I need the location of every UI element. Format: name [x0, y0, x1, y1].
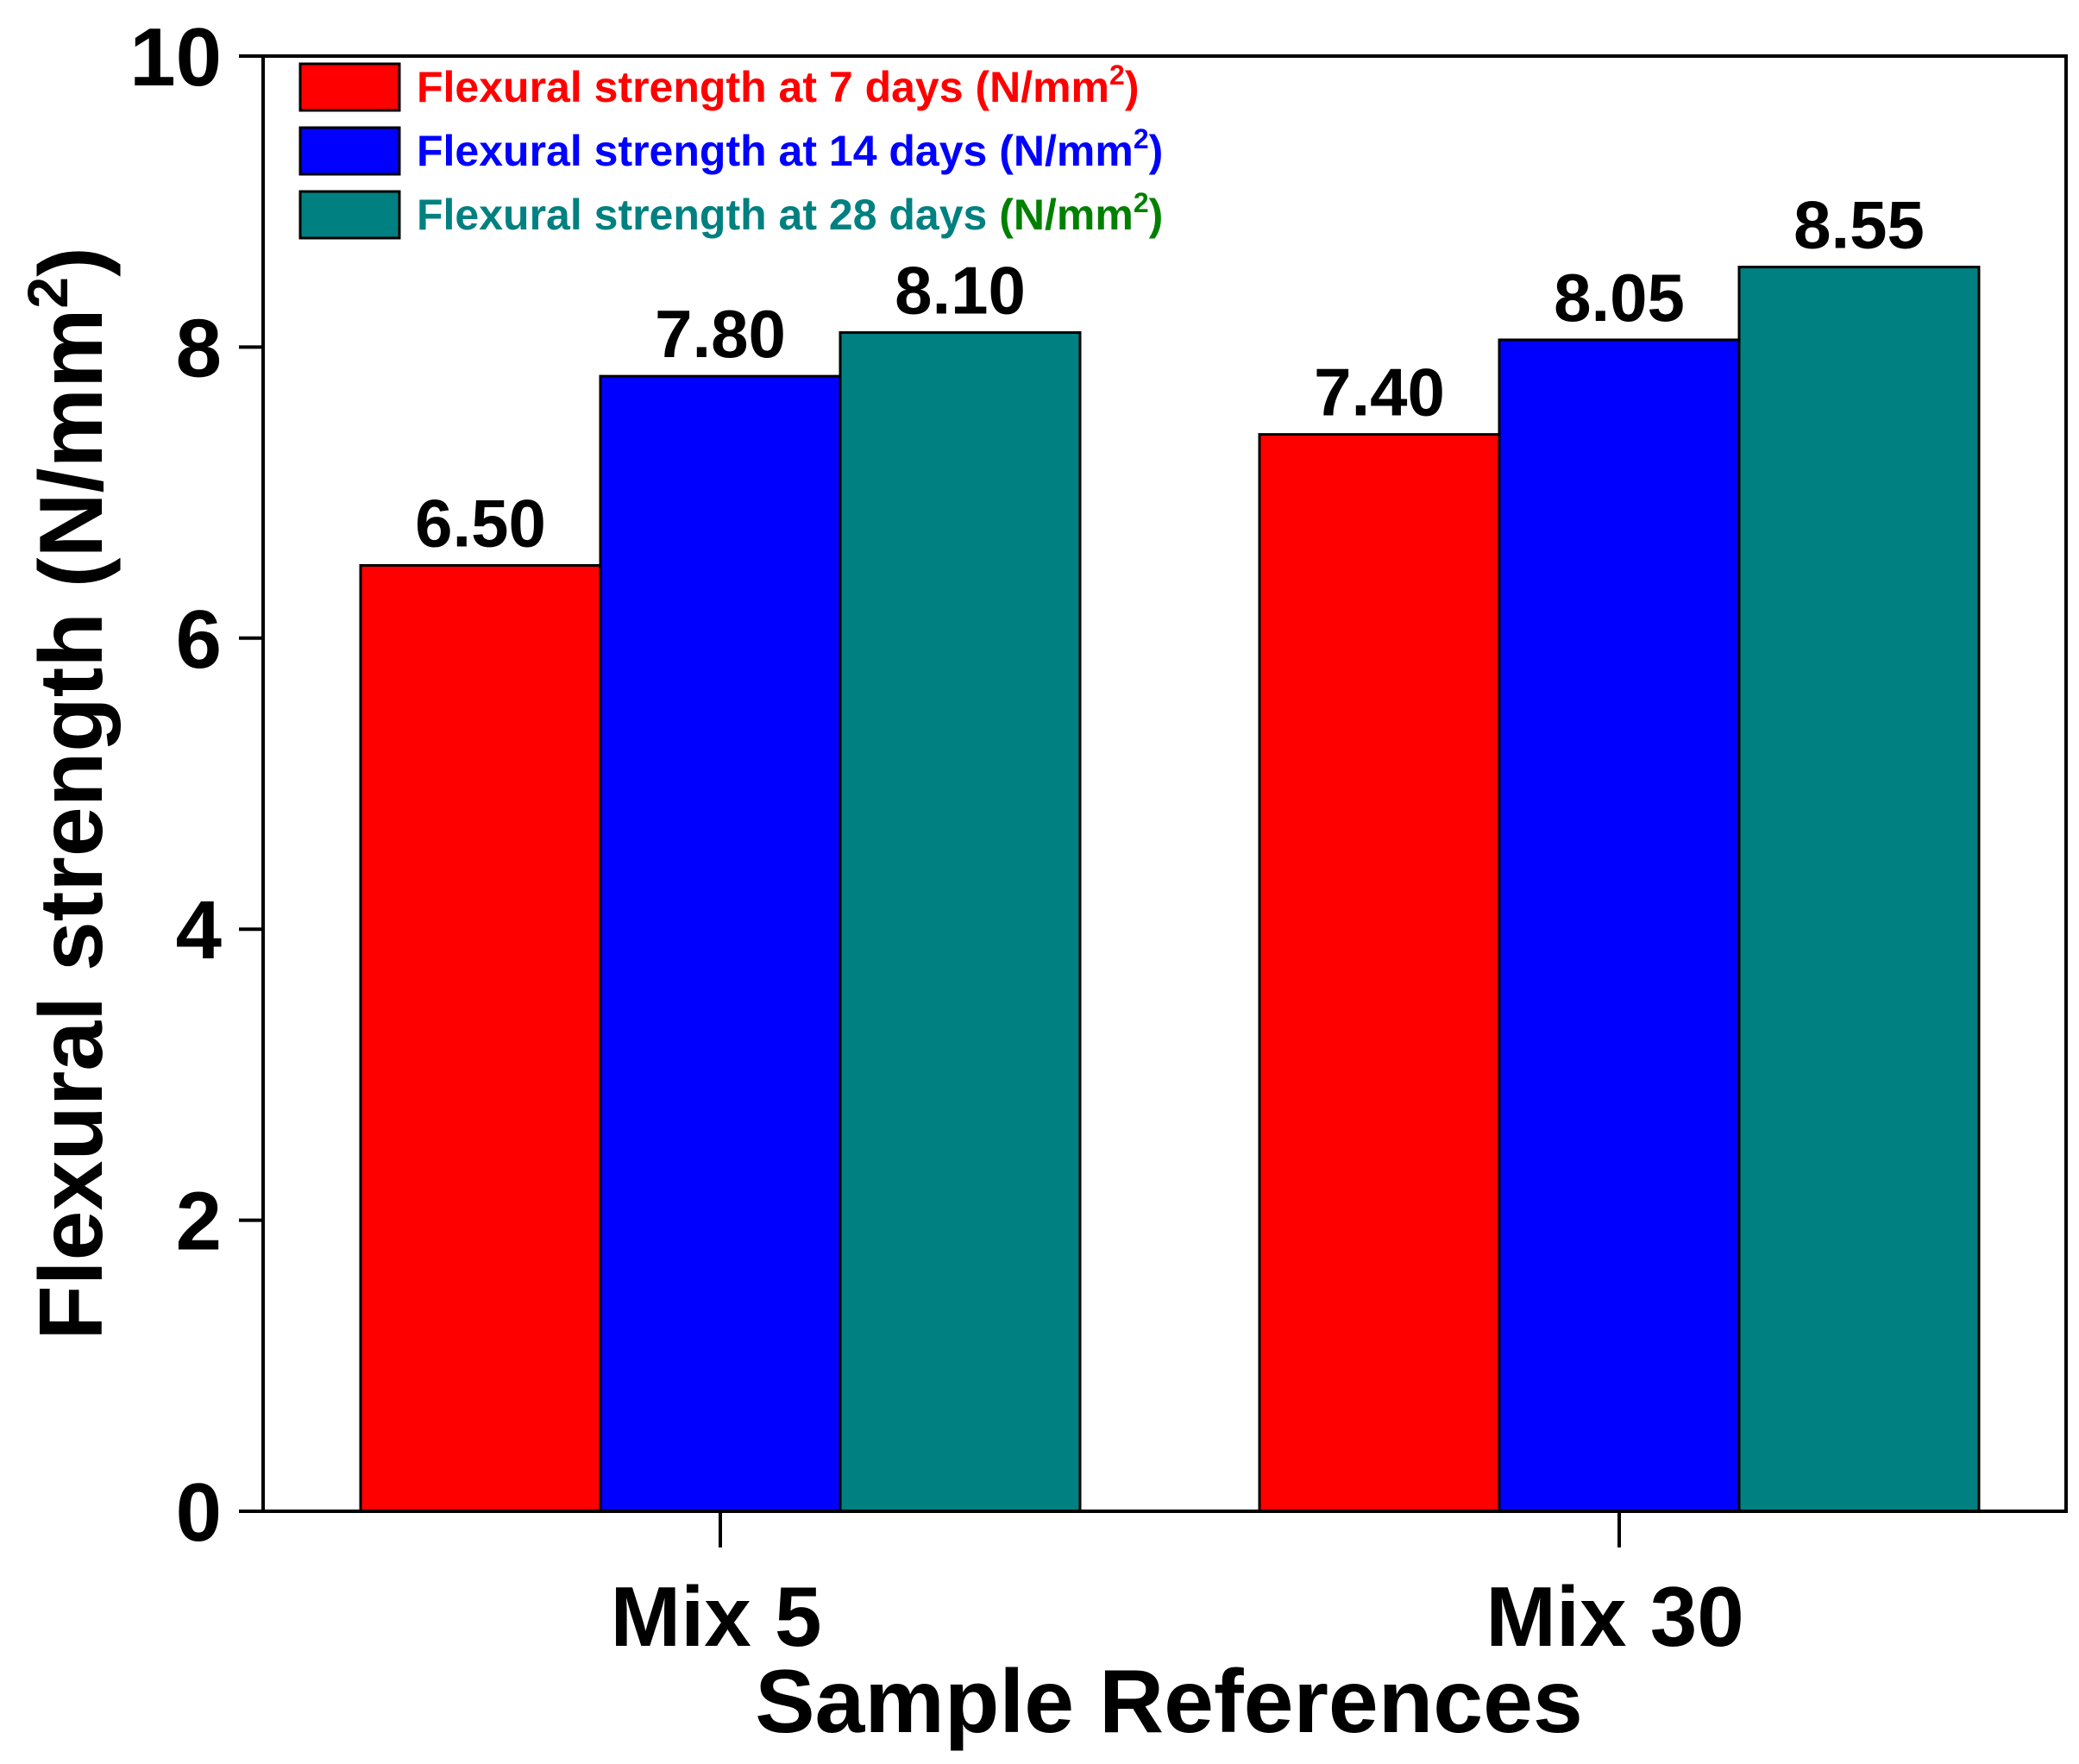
y-tick-label-10: 10: [129, 11, 222, 104]
data-label-1-1: 6.50: [415, 485, 546, 561]
data-label-2-2: 8.05: [1554, 260, 1685, 336]
legend-label-sup-2: 2: [1134, 123, 1149, 154]
legend-swatch-2: [298, 126, 401, 176]
legend-label-3: Flexural strength at 28 days (N/mm2): [417, 187, 1163, 239]
bar-1-2: [1258, 433, 1501, 1513]
legend-label-unit-1: (N/mm: [975, 63, 1109, 111]
y-axis-label-close: ): [22, 247, 122, 277]
data-label-2-1: 7.80: [655, 296, 786, 372]
bar-3-2: [1737, 266, 1981, 1513]
legend-label-unit-2: (N/mm: [999, 127, 1134, 175]
bar-1-1: [359, 563, 602, 1513]
legend-label-close-2: ): [1149, 127, 1164, 175]
y-tick-label-2: 2: [176, 1176, 222, 1268]
legend-label-2: Flexural strength at 14 days (N/mm2): [417, 123, 1163, 175]
y-axis-label: Flexural strength (N/mm2): [16, 247, 122, 1340]
bar-2-2: [1498, 338, 1741, 1513]
y-tick-label-0: 0: [176, 1466, 222, 1559]
plot-area: 6.50 7.40 7.80 8.05 8.10 8.55: [359, 187, 1981, 1513]
x-tick-label-2: Mix 30: [1485, 1569, 1744, 1664]
legend-label-close-3: ): [1149, 191, 1164, 239]
plot-frame: [261, 54, 2068, 1513]
legend-label-name-1: Flexural strength at 7 days: [417, 63, 975, 111]
data-label-3-1: 8.10: [895, 253, 1026, 329]
y-axis-label-main: Flexural strength (N/mm: [22, 309, 122, 1340]
bar-2-1: [599, 374, 842, 1513]
y-tick-label-8: 8: [176, 302, 222, 394]
x-tick-label-1: Mix 5: [610, 1569, 821, 1664]
y-tick-label-6: 6: [176, 593, 222, 686]
legend-label-1: Flexural strength at 7 days (N/mm2): [417, 60, 1139, 111]
legend-label-name-2: Flexural strength at 14 days: [417, 127, 999, 175]
legend-label-name-3: Flexural strength at 28 days: [417, 191, 999, 239]
legend-label-sup-1: 2: [1109, 60, 1125, 91]
legend-label-unit-3: (N/mm: [999, 191, 1134, 239]
legend-label-sup-3: 2: [1134, 187, 1149, 218]
x-axis-label: Sample References: [755, 1652, 1583, 1752]
bar-3-1: [839, 331, 1082, 1513]
data-label-3-2: 8.55: [1793, 187, 1925, 263]
legend: Flexural strength at 7 days (N/mm2)Flexu…: [298, 60, 1163, 240]
y-axis-label-sup: 2: [16, 277, 79, 309]
y-tick-label-4: 4: [176, 884, 222, 976]
legend-label-close-1: ): [1125, 63, 1140, 111]
legend-swatch-1: [298, 62, 401, 112]
legend-swatch-3: [298, 190, 401, 240]
data-label-1-2: 7.40: [1314, 355, 1445, 430]
